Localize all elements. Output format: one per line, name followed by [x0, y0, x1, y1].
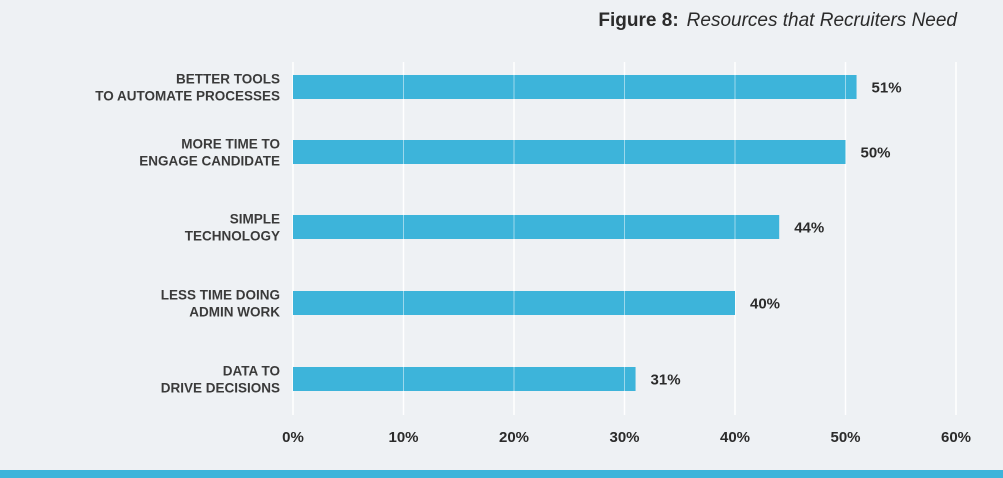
- category-labels: BETTER TOOLS TO AUTOMATE PROCESSES MORE TI…: [95, 72, 280, 396]
- value-label: 50%: [861, 145, 891, 162]
- x-tick-label: 10%: [388, 429, 418, 446]
- value-label: 44%: [794, 220, 824, 237]
- x-tick-label: 30%: [609, 429, 639, 446]
- x-tick-label: 0%: [282, 429, 304, 446]
- figure-title: Figure 8: Resources that Recruiters Need: [598, 10, 957, 32]
- category-label-line: ADMIN WORK: [189, 305, 280, 320]
- category-label-line: DATA TO: [223, 364, 280, 379]
- bar: [293, 140, 846, 164]
- category-label: DATA TO DRIVE DECISIONS: [161, 364, 280, 396]
- category-label-line: TECHNOLOGY: [185, 229, 280, 244]
- x-tick-label: 60%: [941, 429, 971, 446]
- category-label-line: SIMPLE: [230, 212, 280, 227]
- grid-lines: [292, 62, 957, 415]
- category-label-line: LESS TIME DOING: [161, 288, 280, 303]
- category-label-line: DRIVE DECISIONS: [161, 381, 280, 396]
- value-label: 40%: [750, 296, 780, 313]
- category-label-line: MORE TIME TO: [181, 137, 280, 152]
- category-label: BETTER TOOLS TO AUTOMATE PROCESSES: [95, 72, 280, 104]
- category-label: LESS TIME DOING ADMIN WORK: [161, 288, 281, 320]
- category-label-line: BETTER TOOLS: [176, 72, 280, 87]
- x-tick-label: 50%: [830, 429, 860, 446]
- bar: [293, 367, 636, 391]
- category-label: SIMPLE TECHNOLOGY: [185, 212, 280, 244]
- figure-number: Figure 8:: [598, 10, 679, 31]
- x-tick-label: 40%: [720, 429, 750, 446]
- x-tick-label: 20%: [499, 429, 529, 446]
- category-label-line: ENGAGE CANDIDATE: [139, 154, 280, 169]
- value-label: 31%: [651, 372, 681, 389]
- value-labels: 51% 50% 44% 40% 31%: [651, 80, 902, 389]
- bar: [293, 215, 780, 239]
- figure-title-text: Resources that Recruiters Need: [686, 10, 957, 31]
- x-axis-ticks: 0% 10% 20% 30% 40% 50% 60%: [282, 429, 971, 446]
- category-label-line: TO AUTOMATE PROCESSES: [95, 89, 280, 104]
- value-label: 51%: [872, 80, 902, 97]
- bar: [293, 75, 857, 99]
- bars: [293, 75, 857, 391]
- bottom-accent-band: [0, 470, 1003, 478]
- category-label: MORE TIME TO ENGAGE CANDIDATE: [139, 137, 280, 169]
